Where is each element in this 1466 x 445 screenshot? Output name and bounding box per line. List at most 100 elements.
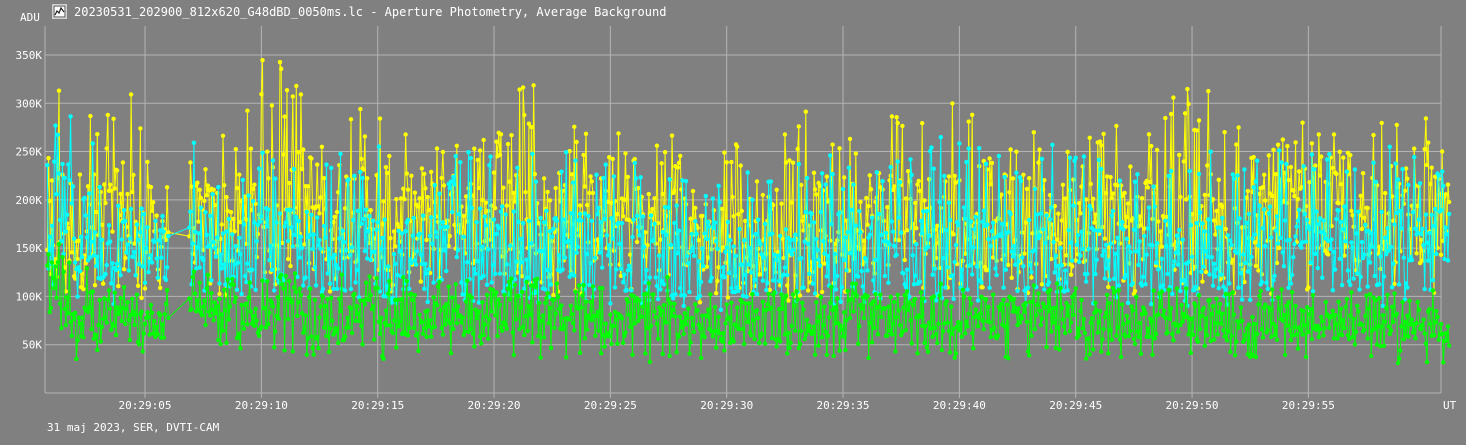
data-point: [125, 191, 130, 197]
data-point: [1208, 338, 1213, 344]
data-point: [1031, 130, 1037, 135]
data-point: [1145, 226, 1151, 231]
data-point: [811, 324, 817, 329]
data-point: [952, 173, 957, 179]
chart-app-icon[interactable]: [52, 4, 67, 19]
data-point: [523, 189, 528, 195]
data-point: [1037, 233, 1042, 238]
data-point: [555, 294, 561, 300]
data-point: [121, 267, 127, 272]
data-point: [1024, 186, 1030, 192]
data-point: [322, 223, 327, 229]
data-point: [418, 252, 423, 257]
data-point: [1336, 201, 1341, 206]
data-point: [595, 309, 600, 315]
data-point: [1292, 241, 1297, 247]
data-point: [1227, 292, 1232, 297]
data-point: [514, 317, 519, 322]
data-point: [1146, 205, 1152, 210]
data-point: [1401, 337, 1407, 342]
data-point: [607, 334, 612, 339]
data-point: [341, 337, 347, 343]
data-point: [1199, 269, 1204, 274]
data-point: [785, 272, 790, 278]
data-point: [1293, 303, 1298, 309]
data-point: [1088, 320, 1094, 325]
data-point: [120, 160, 126, 165]
data-point: [285, 316, 291, 322]
data-point: [949, 304, 954, 309]
data-point: [1282, 352, 1288, 358]
data-point: [722, 150, 727, 155]
data-point: [326, 349, 332, 355]
data-point: [557, 253, 562, 258]
data-point: [669, 313, 675, 318]
data-point: [1202, 192, 1208, 198]
data-point: [1060, 317, 1066, 322]
data-point: [63, 289, 69, 294]
data-point: [1137, 239, 1142, 244]
data-point: [1029, 275, 1034, 280]
data-point: [726, 315, 732, 320]
data-point: [911, 282, 917, 287]
data-point: [1172, 259, 1177, 264]
data-point: [839, 327, 845, 332]
data-point: [678, 153, 683, 159]
data-point: [1280, 137, 1286, 142]
data-point: [1149, 319, 1154, 325]
data-point: [67, 178, 72, 183]
data-point: [141, 331, 147, 336]
data-point: [103, 271, 108, 277]
data-point: [502, 292, 507, 297]
data-point: [931, 166, 936, 171]
data-point: [519, 260, 525, 265]
data-point: [1135, 172, 1140, 177]
data-point: [75, 256, 80, 262]
data-point: [110, 229, 115, 234]
data-point: [914, 242, 919, 247]
data-point: [825, 253, 831, 259]
data-point: [1022, 309, 1027, 315]
data-point: [1321, 218, 1326, 223]
data-point: [1168, 168, 1174, 174]
data-point: [56, 241, 62, 247]
data-point: [443, 322, 448, 327]
data-point: [567, 148, 572, 154]
data-point: [1159, 289, 1165, 294]
data-point: [1013, 262, 1018, 267]
data-point: [683, 322, 689, 327]
data-point: [610, 236, 615, 241]
data-point: [1175, 329, 1181, 334]
data-point: [280, 282, 285, 287]
data-point: [576, 283, 582, 288]
data-point: [493, 205, 498, 211]
data-point: [961, 294, 967, 299]
data-point: [360, 175, 365, 181]
data-point: [653, 275, 658, 280]
data-point: [1039, 316, 1045, 321]
data-point: [426, 207, 432, 213]
data-point: [1330, 288, 1336, 293]
data-point: [135, 283, 141, 288]
data-point: [1120, 302, 1125, 307]
data-point: [1052, 203, 1058, 209]
data-point: [295, 274, 300, 280]
data-point: [1339, 282, 1345, 288]
data-point: [511, 352, 516, 358]
data-point: [800, 300, 805, 305]
data-point: [1150, 243, 1155, 248]
data-point: [1202, 229, 1208, 234]
data-point: [1127, 244, 1132, 249]
data-point: [994, 272, 999, 278]
data-point: [935, 223, 940, 228]
data-point: [1294, 332, 1299, 337]
data-point: [402, 197, 407, 202]
data-point: [568, 211, 573, 216]
data-point: [767, 287, 772, 293]
data-point: [107, 239, 113, 244]
data-point: [498, 325, 504, 330]
data-point: [1239, 318, 1245, 323]
data-point: [217, 296, 222, 302]
data-point: [361, 167, 366, 172]
